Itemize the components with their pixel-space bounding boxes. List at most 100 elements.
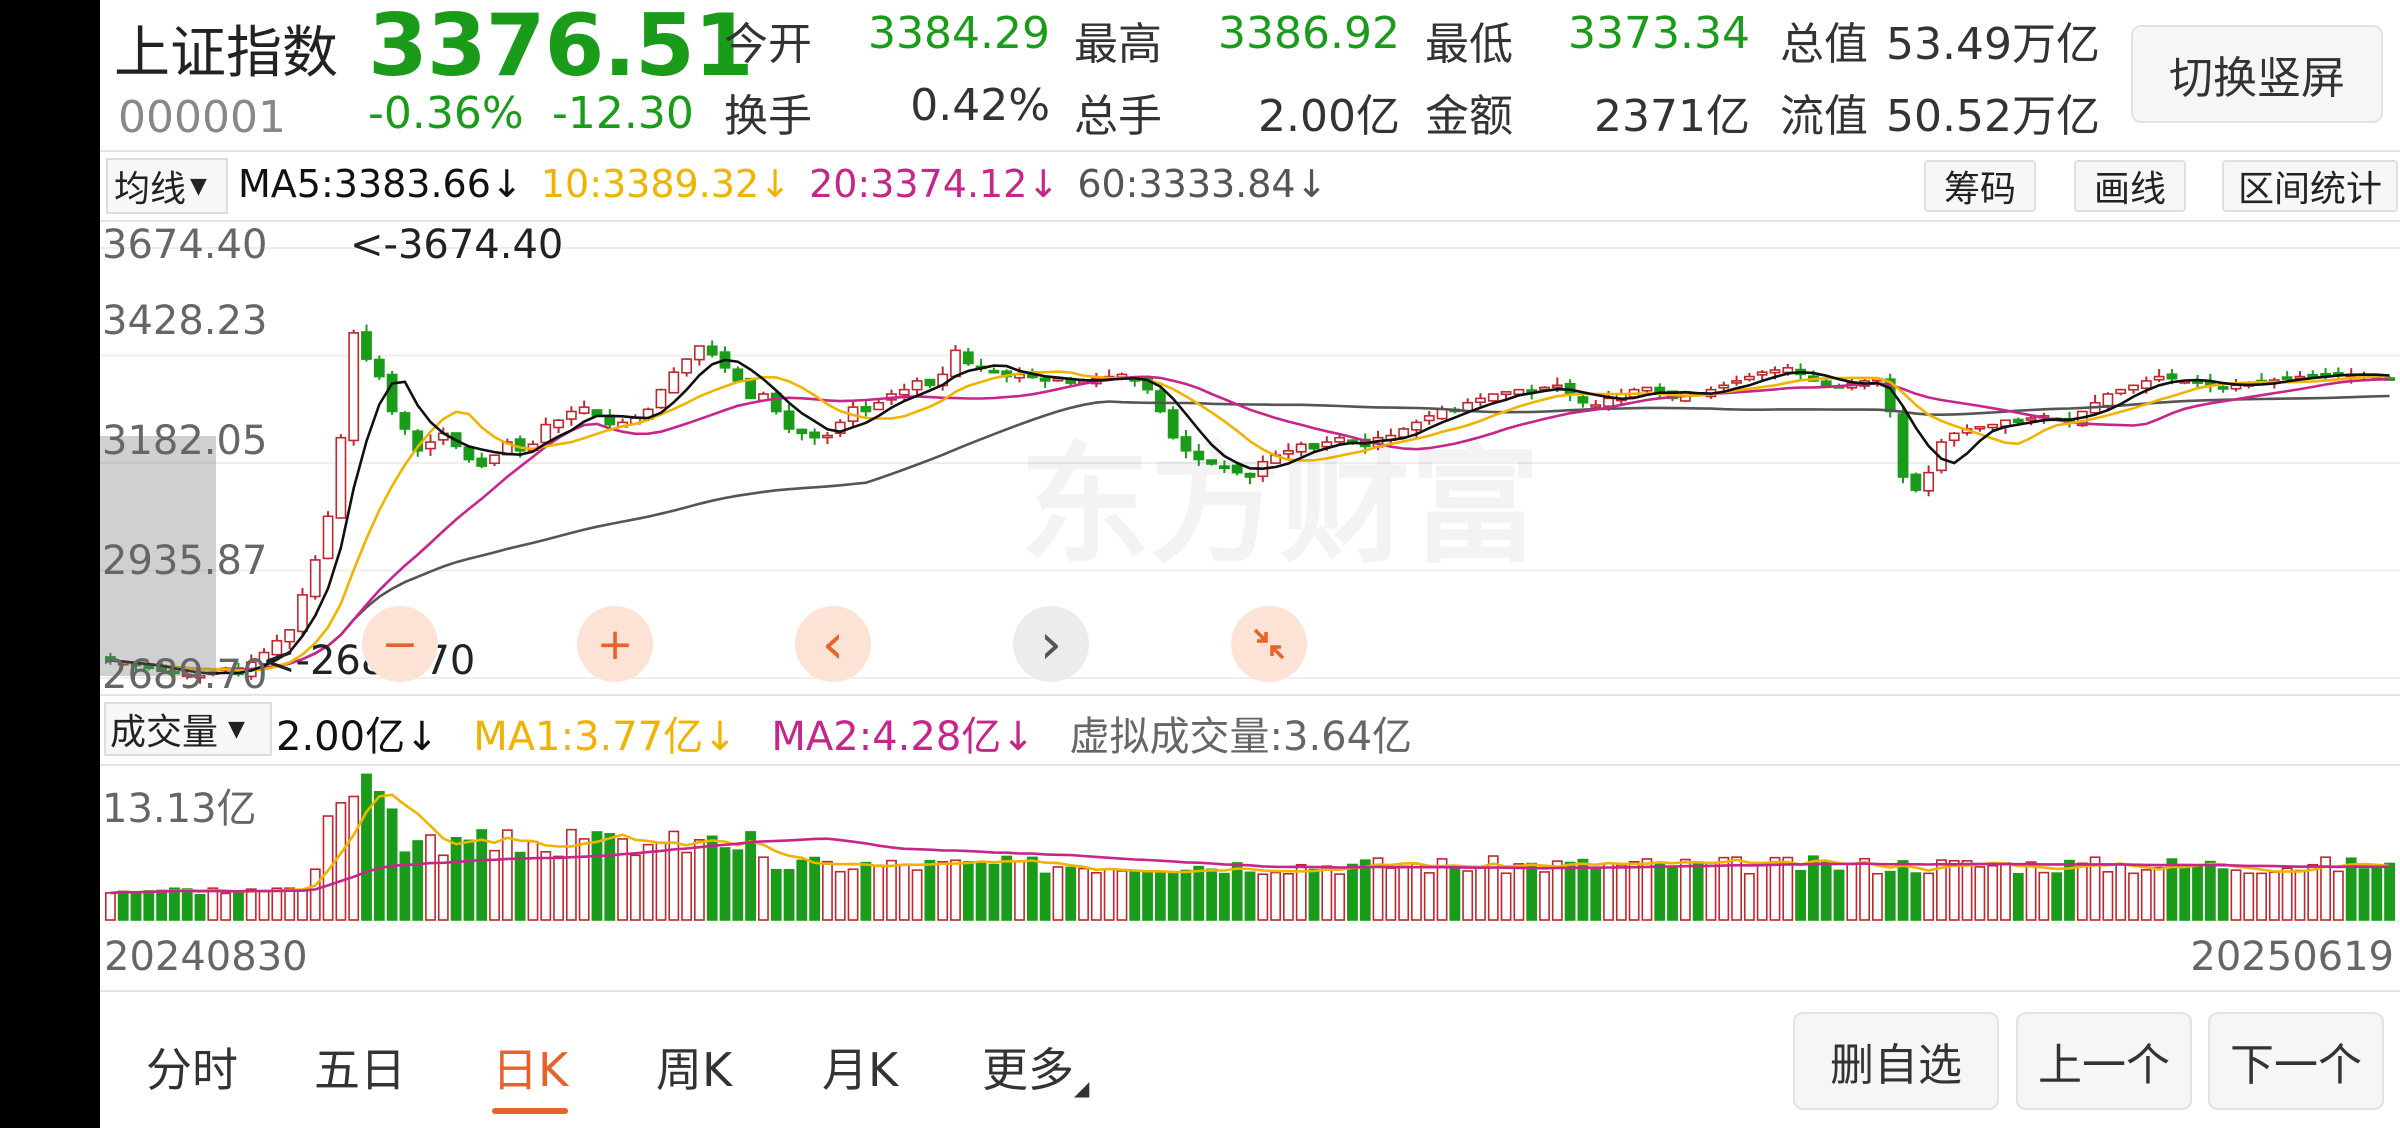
volume-bar-down (476, 829, 488, 921)
candle-up (553, 419, 564, 429)
zoom-out-button[interactable]: − (362, 606, 438, 682)
volume-bar-down (2051, 872, 2063, 921)
volume-bar-up (681, 851, 693, 921)
quote-label: 最高 (1074, 19, 1162, 70)
volume-bar-down (1884, 870, 1896, 921)
volume-bar-down (1833, 869, 1845, 921)
volume-bar-down (924, 859, 936, 921)
volume-bar-up (1462, 870, 1474, 921)
volume-bar-down (463, 839, 475, 921)
active-tab-indicator (492, 1108, 568, 1114)
corner-arrow-icon: ◢ (1074, 1076, 1090, 1100)
volume-chart[interactable] (100, 766, 2400, 922)
down-arrow-icon: ↓ (1001, 714, 1035, 760)
volume-bar-up (309, 868, 321, 921)
ma-dropdown[interactable]: 均线 ▼ (106, 158, 228, 214)
volume-ma1: MA1:3.77亿 (473, 714, 704, 760)
candle-up (1321, 441, 1333, 448)
candle-down (706, 345, 718, 356)
volume-bar-down (591, 831, 603, 921)
volume-bar-up (1756, 863, 1768, 921)
volume-bar-up (2140, 869, 2152, 921)
volume-dropdown[interactable]: 成交量 ▼ (104, 702, 272, 756)
tab-intraday[interactable]: 分时 (146, 1043, 238, 1097)
volume-bar-down (361, 773, 372, 921)
tab-five-day[interactable]: 五日 (314, 1043, 406, 1097)
collapse-button[interactable] (1231, 606, 1307, 682)
volume-bar-up (578, 838, 590, 921)
candle-up (950, 349, 961, 378)
kline-chart[interactable] (100, 222, 2400, 694)
candle-up (911, 380, 923, 391)
candle-up (1475, 397, 1486, 404)
volume-bar-up (1487, 855, 1499, 921)
volume-bar-up (1782, 856, 1794, 921)
volume-bar-up (1769, 856, 1781, 921)
scroll-handle[interactable] (100, 436, 216, 676)
down-arrow-icon: ↓ (703, 714, 737, 760)
volume-bar-down (1039, 872, 1051, 921)
volume-bar-up (1948, 859, 1960, 921)
candle-down (476, 457, 488, 467)
candle-down (1180, 436, 1192, 452)
pan-right-button[interactable]: › (1013, 606, 1089, 682)
volume-bar-up (258, 890, 270, 921)
tab-daily-k[interactable]: 日K (492, 1043, 569, 1097)
volume-bar-down (130, 891, 142, 921)
volume-ma2: MA2:4.28亿 (771, 714, 1002, 760)
volume-bar-down (809, 856, 821, 921)
volume-bar-up (1321, 865, 1333, 921)
volume-bar-up (540, 851, 552, 921)
tab-more[interactable]: 更多◢ (982, 1034, 1089, 1100)
volume-bar-up (1731, 856, 1742, 921)
tab-weekly-k[interactable]: 周K (656, 1043, 733, 1097)
pan-left-button[interactable]: ‹ (795, 606, 871, 682)
quote-label: 最低 (1425, 19, 1513, 70)
draw-line-button[interactable]: 画线 (2074, 160, 2186, 212)
quote-label: 流值 (1780, 91, 1868, 142)
volume-bar-up (1014, 860, 1025, 921)
ma-values: MA5:3383.66↓ 10:3389.32↓ 20:3374.12↓ 60:… (238, 162, 1327, 206)
volume-bar-down (450, 836, 462, 921)
candle-up (2115, 388, 2127, 395)
volume-bar-down (745, 831, 757, 921)
volume-bar-down (1142, 871, 1153, 921)
volume-bar-down (1667, 867, 1678, 921)
switch-portrait-button[interactable]: 切换竖屏 (2131, 25, 2383, 123)
volume-bar-down (169, 887, 180, 921)
volume-bar-up (693, 839, 705, 921)
quote-label: 换手 (724, 91, 812, 142)
volume-bar-up (284, 887, 296, 921)
volume-bar-up (489, 849, 500, 921)
candle-down (2166, 373, 2178, 380)
tab-monthly-k[interactable]: 月K (822, 1043, 899, 1097)
volume-bar-up (1257, 873, 1269, 921)
candle-up (578, 406, 590, 414)
next-stock-button[interactable]: 下一个 (2208, 1012, 2384, 1110)
ma-dropdown-label: 均线 (114, 169, 187, 210)
ma20-line (110, 375, 2390, 672)
volume-bar-up (873, 864, 885, 921)
chips-button[interactable]: 筹码 (1924, 160, 2036, 212)
range-stats-button[interactable]: 区间统计 (2222, 160, 2398, 212)
volume-bar-down (1795, 869, 1807, 921)
volume-bar-up (1398, 865, 1410, 921)
volume-bar-up (297, 889, 308, 921)
remove-favorite-button[interactable]: 删自选 (1793, 1012, 1999, 1110)
previous-stock-button[interactable]: 上一个 (2016, 1012, 2192, 1110)
candle-down (2307, 373, 2319, 378)
candle-down (1308, 443, 1320, 450)
quote-label: 今开 (724, 19, 812, 70)
zoom-in-button[interactable]: + (577, 606, 653, 682)
volume-bar-down (770, 868, 782, 921)
candle-up (284, 629, 296, 643)
volume-bar-up (2281, 867, 2293, 921)
volume-bar-up (2102, 870, 2114, 921)
candle-down (2012, 418, 2024, 424)
volume-bar-up (2294, 869, 2306, 921)
y-axis-label: 3428.23 (102, 298, 268, 344)
candle-up (258, 651, 270, 665)
volume-bar-down (1231, 862, 1243, 921)
down-arrow-icon: ↓ (490, 162, 523, 206)
y-axis-label: 2689.70 (102, 652, 268, 698)
